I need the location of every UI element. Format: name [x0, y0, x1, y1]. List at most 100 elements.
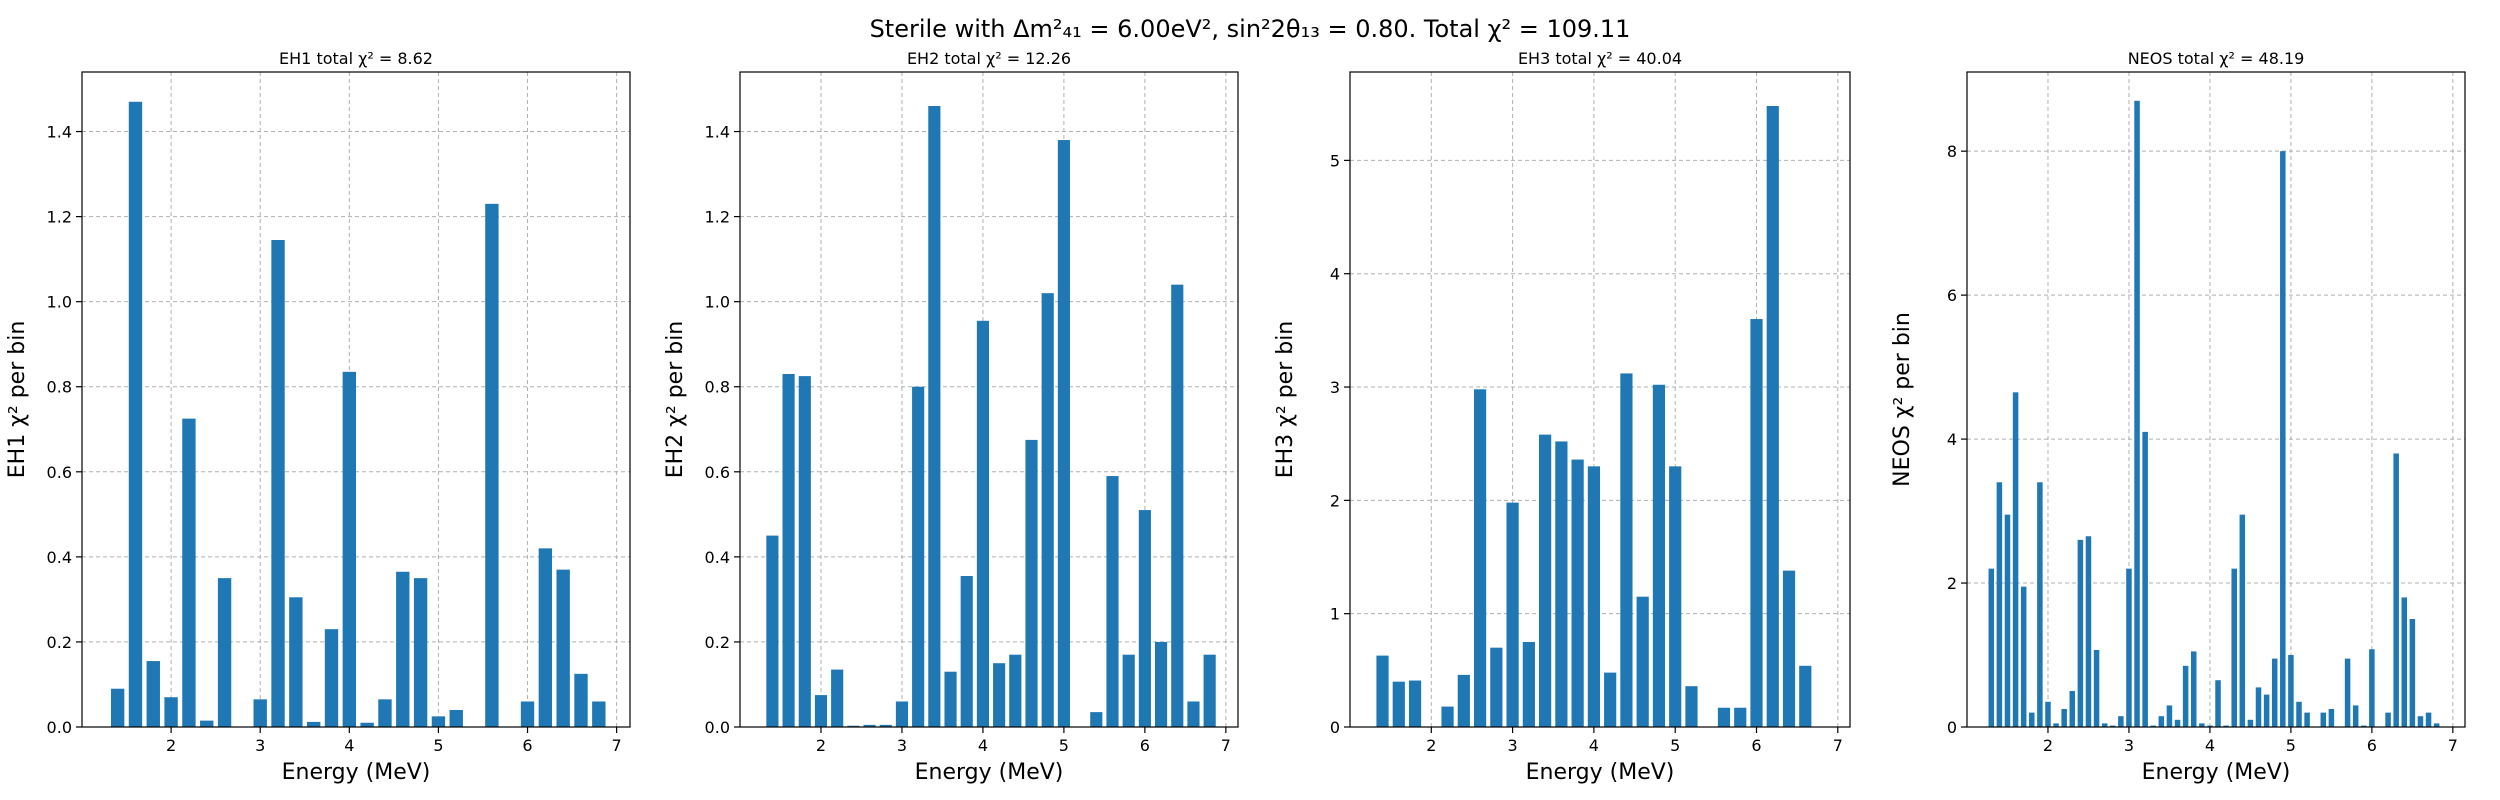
y-tick-label: 1.0	[705, 293, 730, 312]
axes-frame	[81, 71, 631, 728]
bar	[2053, 723, 2059, 727]
bar	[1766, 105, 1779, 728]
bar	[2150, 725, 2156, 727]
bar	[912, 386, 925, 727]
bar	[2231, 568, 2237, 727]
y-tick-label: 2	[1330, 491, 1340, 510]
y-tick-label: 3	[1330, 378, 1340, 397]
bar	[1392, 681, 1405, 727]
bar	[431, 716, 446, 727]
bar	[110, 688, 125, 727]
bar	[1604, 672, 1617, 727]
bar	[2255, 687, 2262, 727]
panel-title: NEOS total χ² = 48.19	[2128, 49, 2305, 68]
y-tick-label: 0.6	[705, 463, 730, 482]
bar	[2369, 649, 2375, 727]
bar	[2134, 100, 2140, 728]
bar	[1122, 654, 1135, 727]
y-axis-label: EH2 χ² per bin	[663, 321, 688, 479]
y-tick-label: 0.4	[705, 548, 730, 567]
y-tick-label: 0	[1330, 718, 1340, 737]
panel-title: EH3 total χ² = 40.04	[1518, 49, 1682, 68]
bar	[2288, 655, 2294, 727]
bar	[1187, 701, 1200, 727]
y-tick-label: 0.8	[47, 378, 72, 397]
bar	[2344, 658, 2351, 727]
bar	[1555, 441, 1568, 727]
bar	[1473, 389, 1487, 727]
bar	[2085, 536, 2092, 727]
x-tick-label: 2	[166, 736, 176, 755]
bar	[1490, 647, 1503, 727]
bar	[2352, 705, 2359, 727]
x-axis-label: Energy (MeV)	[1526, 760, 1675, 785]
x-tick-label: 4	[1589, 736, 1599, 755]
bar	[592, 701, 606, 727]
bar	[1571, 459, 1584, 727]
bar	[413, 578, 428, 727]
bar	[814, 695, 828, 727]
bar	[993, 663, 1006, 727]
x-tick-label: 3	[255, 736, 265, 755]
bar	[271, 240, 285, 728]
x-tick-label: 3	[897, 736, 907, 755]
bar	[1138, 510, 1151, 727]
bar	[396, 571, 410, 727]
bar	[2069, 691, 2076, 727]
x-tick-label: 4	[344, 736, 354, 755]
y-tick-label: 0.4	[47, 548, 72, 567]
bar	[976, 320, 989, 727]
bar	[960, 576, 973, 727]
y-axis-label: EH3 χ² per bin	[1273, 321, 1298, 479]
bar	[2393, 453, 2399, 727]
bar	[1009, 654, 1022, 727]
y-tick-label: 0.8	[705, 378, 730, 397]
bar	[289, 597, 303, 727]
x-tick-label: 7	[1221, 736, 1231, 755]
bar	[2304, 712, 2310, 727]
bar	[2126, 568, 2132, 727]
bar	[485, 203, 499, 727]
bar	[2012, 392, 2019, 727]
bar	[2361, 725, 2367, 727]
bar	[1652, 384, 1666, 727]
y-tick-label: 0.6	[47, 463, 72, 482]
bar	[2077, 539, 2084, 727]
axes-frame	[739, 71, 1239, 728]
bar	[2158, 716, 2165, 727]
axes-frame	[1966, 71, 2466, 728]
x-tick-label: 4	[2205, 736, 2215, 755]
bar	[2110, 725, 2116, 727]
bar	[1750, 319, 1763, 727]
y-tick-label: 4	[1330, 265, 1340, 284]
y-tick-label: 0.2	[705, 633, 730, 652]
y-tick-label: 1.2	[705, 208, 730, 227]
y-tick-label: 0.0	[705, 718, 730, 737]
x-tick-label: 6	[2367, 736, 2377, 755]
x-tick-label: 2	[1426, 736, 1436, 755]
bar	[2199, 723, 2205, 727]
bar	[128, 101, 143, 728]
bar	[2061, 709, 2067, 727]
bar	[2263, 694, 2270, 727]
chart-panel-3: 2 3 4 5 6 7 0 1 2 3 4 5 EH3 total χ² = 40.04 Energy (…	[1273, 49, 1851, 785]
bar	[928, 106, 941, 727]
x-tick-label: 5	[1059, 736, 1069, 755]
chart-panel-2: 2 3 4 5 6 7 0.0 0.2 0.4 0.6 0.8 1.0 1.2 1.4 EH2 total …	[663, 49, 1239, 785]
bar	[1441, 706, 1454, 727]
axes-frame	[1349, 71, 1851, 728]
bar	[2093, 649, 2100, 727]
x-axis-label: Energy (MeV)	[282, 760, 431, 785]
x-axis-label: Energy (MeV)	[915, 760, 1064, 785]
y-tick-label: 2	[1947, 574, 1957, 593]
bar	[2425, 712, 2432, 727]
bar	[1539, 434, 1552, 727]
bar	[378, 699, 392, 727]
bar	[306, 721, 321, 727]
x-tick-label: 7	[2448, 736, 2458, 755]
bar	[538, 548, 553, 727]
bar	[146, 661, 160, 727]
y-tick-label: 8	[1947, 142, 1957, 161]
bar	[1090, 712, 1103, 727]
